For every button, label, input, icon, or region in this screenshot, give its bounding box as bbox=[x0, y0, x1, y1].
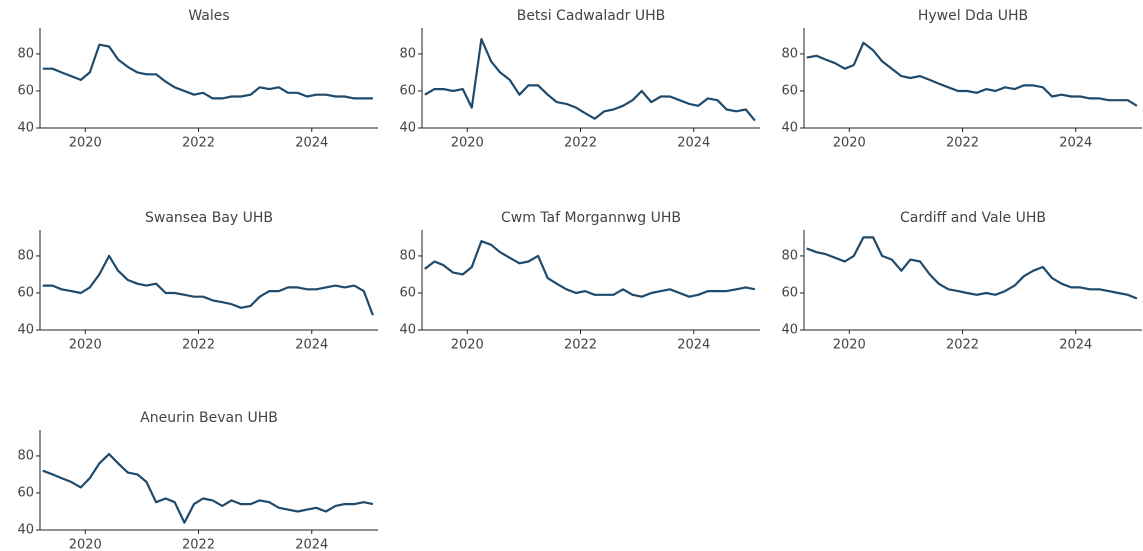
y-tick-label: 40 bbox=[399, 323, 416, 338]
series-line bbox=[42, 43, 373, 100]
x-tick-label: 2024 bbox=[295, 538, 328, 551]
series-line bbox=[806, 41, 1138, 107]
y-tick-label: 60 bbox=[17, 285, 34, 300]
x-tick-label: 2022 bbox=[946, 338, 979, 353]
y-tick-label: 60 bbox=[399, 285, 416, 300]
x-tick-label: 2022 bbox=[564, 136, 597, 151]
y-tick-label: 40 bbox=[399, 121, 416, 136]
x-tick-label: 2022 bbox=[182, 538, 215, 551]
y-tick-label: 60 bbox=[17, 485, 34, 500]
chart-title: Wales bbox=[188, 8, 229, 24]
y-tick-label: 60 bbox=[17, 83, 34, 98]
chart-title: Cardiff and Vale UHB bbox=[900, 210, 1046, 226]
y-tick-label: 80 bbox=[781, 46, 798, 61]
x-tick-label: 2022 bbox=[182, 136, 215, 151]
y-tick-label: 80 bbox=[399, 46, 416, 61]
chart-title: Cwm Taf Morgannwg UHB bbox=[501, 210, 681, 226]
y-tick-label: 40 bbox=[17, 323, 34, 338]
x-tick-label: 2022 bbox=[182, 338, 215, 353]
y-tick-label: 60 bbox=[399, 83, 416, 98]
x-tick-label: 2024 bbox=[1059, 338, 1092, 353]
series-line bbox=[806, 236, 1138, 300]
y-tick-label: 80 bbox=[17, 248, 34, 263]
x-tick-label: 2020 bbox=[833, 338, 866, 353]
y-tick-label: 60 bbox=[781, 285, 798, 300]
x-tick-label: 2020 bbox=[69, 136, 102, 151]
x-tick-label: 2022 bbox=[564, 338, 597, 353]
x-tick-label: 2020 bbox=[69, 538, 102, 551]
y-tick-label: 80 bbox=[399, 248, 416, 263]
chart-title: Swansea Bay UHB bbox=[145, 210, 273, 226]
x-tick-label: 2024 bbox=[295, 338, 328, 353]
x-tick-label: 2020 bbox=[451, 136, 484, 151]
y-tick-label: 40 bbox=[781, 323, 798, 338]
y-tick-label: 40 bbox=[17, 121, 34, 136]
x-tick-label: 2024 bbox=[677, 136, 710, 151]
x-tick-label: 2020 bbox=[69, 338, 102, 353]
series-line bbox=[424, 240, 756, 298]
y-tick-label: 40 bbox=[17, 523, 34, 538]
chart-title: Betsi Cadwaladr UHB bbox=[517, 8, 666, 24]
x-tick-label: 2020 bbox=[451, 338, 484, 353]
x-tick-label: 2022 bbox=[946, 136, 979, 151]
y-tick-label: 80 bbox=[781, 248, 798, 263]
x-tick-label: 2024 bbox=[1059, 136, 1092, 151]
series-line bbox=[42, 254, 374, 316]
y-tick-label: 40 bbox=[781, 121, 798, 136]
x-tick-label: 2020 bbox=[833, 136, 866, 151]
y-tick-label: 80 bbox=[17, 448, 34, 463]
y-tick-label: 80 bbox=[17, 46, 34, 61]
x-tick-label: 2024 bbox=[295, 136, 328, 151]
x-tick-label: 2024 bbox=[677, 338, 710, 353]
chart-title: Hywel Dda UHB bbox=[918, 8, 1028, 24]
series-line bbox=[424, 38, 756, 122]
series-line bbox=[42, 453, 374, 524]
y-tick-label: 60 bbox=[781, 83, 798, 98]
chart-title: Aneurin Bevan UHB bbox=[140, 410, 278, 426]
